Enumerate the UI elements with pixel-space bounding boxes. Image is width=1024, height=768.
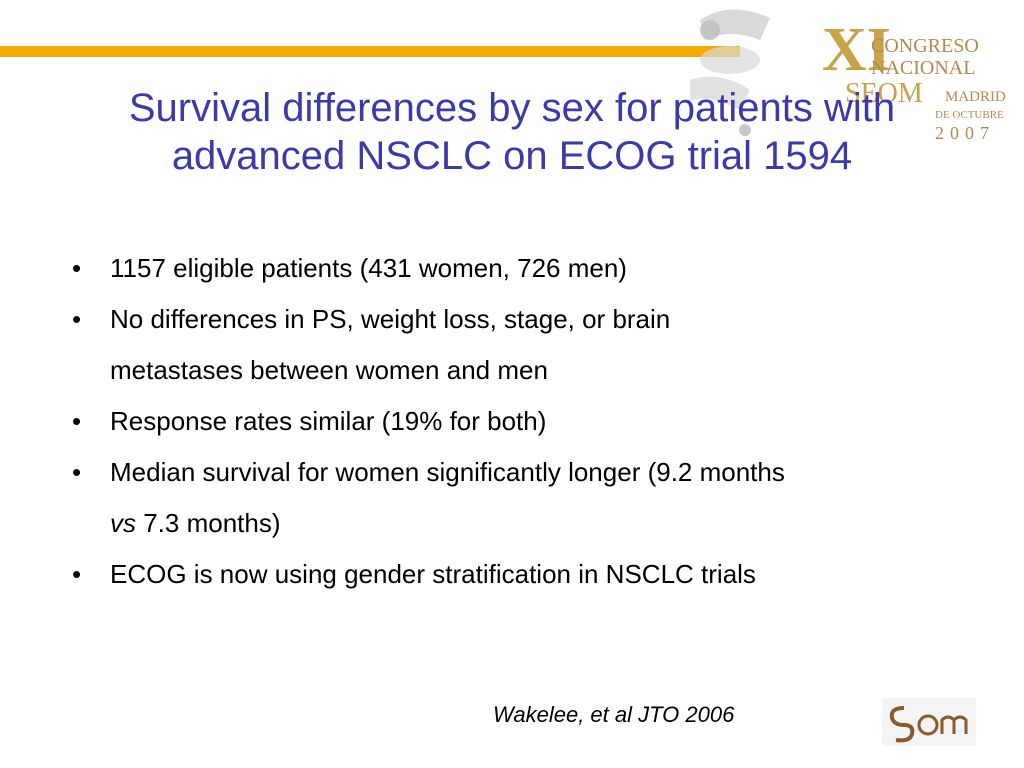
- logo-year: 2007: [935, 123, 995, 143]
- bullet-text-continued: vs 7.3 months): [110, 498, 972, 549]
- bullet-text: 1157 eligible patients (431 women, 726 m…: [110, 253, 627, 283]
- bullet-icon: •: [72, 253, 82, 283]
- bullet-item: • ECOG is now using gender stratificatio…: [72, 549, 972, 600]
- bullet-text: Response rates similar (19% for both): [110, 406, 547, 436]
- logo-line3b: MADRID: [945, 89, 1006, 105]
- congress-logo: XI CONGRESO NACIONAL SEOM MADRID DE OCTU…: [690, 0, 1024, 150]
- bullet-icon: •: [72, 406, 82, 436]
- bullet-text: Median survival for women significantly …: [110, 457, 785, 487]
- bullet-text: No differences in PS, weight loss, stage…: [110, 304, 671, 334]
- slide-title-line1: Survival differences by sex for patients…: [128, 86, 896, 130]
- bullet-icon: •: [72, 457, 82, 487]
- accent-bar: [0, 46, 740, 57]
- bullet-text-continued: metastases between women and men: [110, 355, 548, 385]
- slide-title: Survival differences by sex for patients…: [62, 84, 962, 180]
- logo-line1: CONGRESO: [871, 35, 979, 57]
- logo-numeral: XI: [822, 16, 891, 84]
- bullet-text-rest: 7.3 months): [136, 508, 281, 538]
- bullet-icon: •: [72, 559, 82, 589]
- logo-line3: SEOM: [845, 78, 923, 109]
- bullet-item: • No differences in PS, weight loss, sta…: [72, 294, 972, 396]
- bullet-item: • Median survival for women significantl…: [72, 447, 972, 549]
- bullet-list: • 1157 eligible patients (431 women, 726…: [72, 243, 972, 600]
- bullet-item: • 1157 eligible patients (431 women, 726…: [72, 243, 972, 294]
- seom-monogram-icon: [882, 698, 976, 746]
- bullet-emphasis: vs: [110, 508, 136, 538]
- bullet-text: ECOG is now using gender stratification …: [110, 559, 756, 589]
- slide-title-line2: advanced NSCLC on ECOG trial 1594: [171, 134, 853, 178]
- citation: Wakelee, et al JTO 2006: [493, 702, 735, 727]
- bullet-icon: •: [72, 304, 82, 334]
- bullet-item: • Response rates similar (19% for both): [72, 396, 972, 447]
- logo-line4: DE OCTUBRE: [935, 109, 1004, 121]
- logo-line2: NACIONAL: [871, 57, 975, 79]
- congress-logo-graphic: XI CONGRESO NACIONAL SEOM MADRID DE OCTU…: [690, 9, 1006, 143]
